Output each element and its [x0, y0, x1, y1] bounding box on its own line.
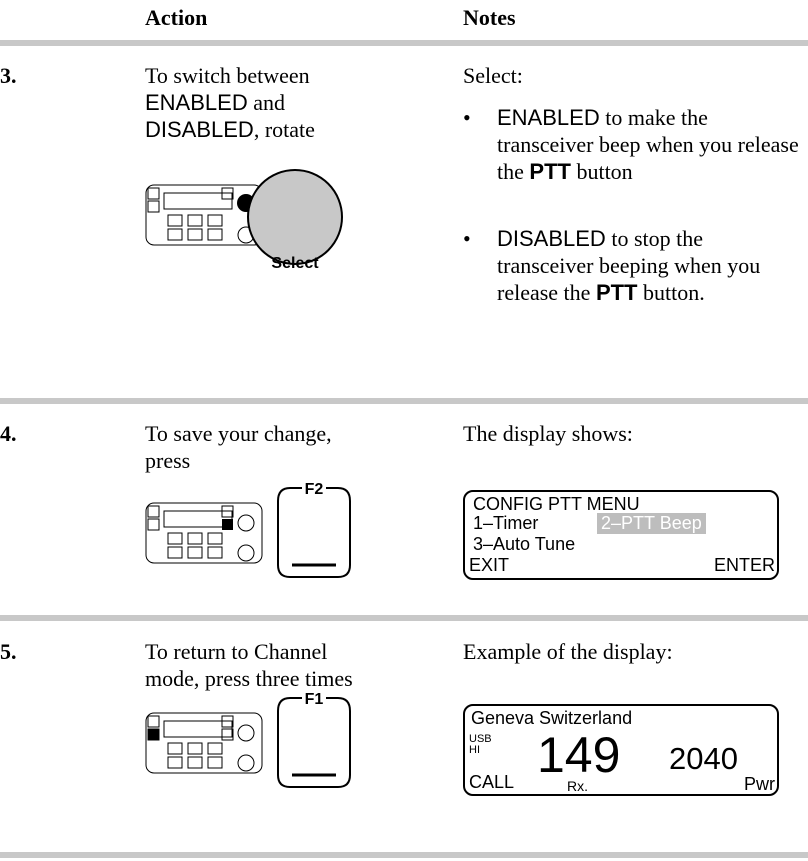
- header-action: Action: [145, 5, 208, 30]
- text: ENABLED: [145, 90, 248, 115]
- display-text: USB: [469, 733, 492, 745]
- notes-intro: Example of the display:: [463, 639, 673, 664]
- notes-intro: The display shows:: [463, 421, 633, 446]
- bullet: • ENABLED to make the transceiver beep wh…: [463, 104, 803, 185]
- display-text: ENTER: [713, 555, 775, 575]
- bullet: • DISABLED to stop the transceiver beepin…: [463, 225, 803, 306]
- display-frequency: 2040: [669, 741, 738, 776]
- text: PTT: [595, 280, 638, 305]
- f2-control-icon: F2: [145, 481, 351, 578]
- bullet-dot: •: [463, 226, 471, 251]
- text: DISABLED: [497, 226, 606, 251]
- display: CONFIG PTT MENU 1–Timer 2–PTT Beep 3–Aut…: [463, 490, 779, 580]
- text: , rotate: [253, 117, 315, 142]
- display-text: Pwr: [744, 774, 775, 794]
- rule: [0, 40, 808, 46]
- display-text: Rx.: [567, 778, 588, 794]
- step-number: 3.: [0, 63, 17, 88]
- text: To switch between: [145, 63, 310, 88]
- notes-intro: Select:: [463, 63, 523, 88]
- step-number: 4.: [0, 421, 17, 446]
- text: ENABLED: [497, 105, 600, 130]
- text: PTT: [529, 159, 571, 184]
- display-text: CONFIG PTT MENU: [473, 494, 640, 514]
- text: DISABLED: [145, 117, 254, 142]
- rule: [0, 615, 808, 621]
- display-text: 3–Auto Tune: [473, 534, 576, 554]
- control-label: Select: [271, 255, 319, 272]
- header-notes: Notes: [463, 5, 516, 30]
- display-channel: 149: [537, 727, 621, 783]
- control-label: F2: [305, 481, 324, 498]
- display: Geneva Switzerland USB HI 149 2040 CALL …: [463, 704, 779, 796]
- display-highlight: 2–PTT Beep: [597, 513, 706, 534]
- text: button: [570, 159, 633, 184]
- display-text: CALL: [469, 772, 515, 792]
- action-text: To switch between ENABLED and DISABLED, ro…: [145, 62, 445, 143]
- text: to make the transceiver beep when you re…: [497, 105, 799, 184]
- action-text: To return to Channel mode, press three t…: [145, 639, 353, 691]
- text: and: [247, 90, 285, 115]
- control-label: F1: [305, 691, 324, 708]
- select-control-icon: Select: [145, 169, 343, 272]
- step-number: 5.: [0, 639, 17, 664]
- display-text: 1–Timer: [473, 513, 539, 533]
- action-text: To save your change, press: [145, 421, 332, 473]
- display-text: HI: [469, 744, 480, 756]
- rule: [0, 398, 808, 404]
- display-text: Geneva Switzerland: [471, 708, 633, 728]
- text: to stop the transceiver beeping when you…: [497, 226, 761, 305]
- display-text: EXIT: [469, 555, 510, 575]
- bullet-dot: •: [463, 105, 471, 130]
- text: button.: [637, 280, 705, 305]
- rule: [0, 852, 808, 858]
- f1-control-icon: F1: [145, 691, 351, 788]
